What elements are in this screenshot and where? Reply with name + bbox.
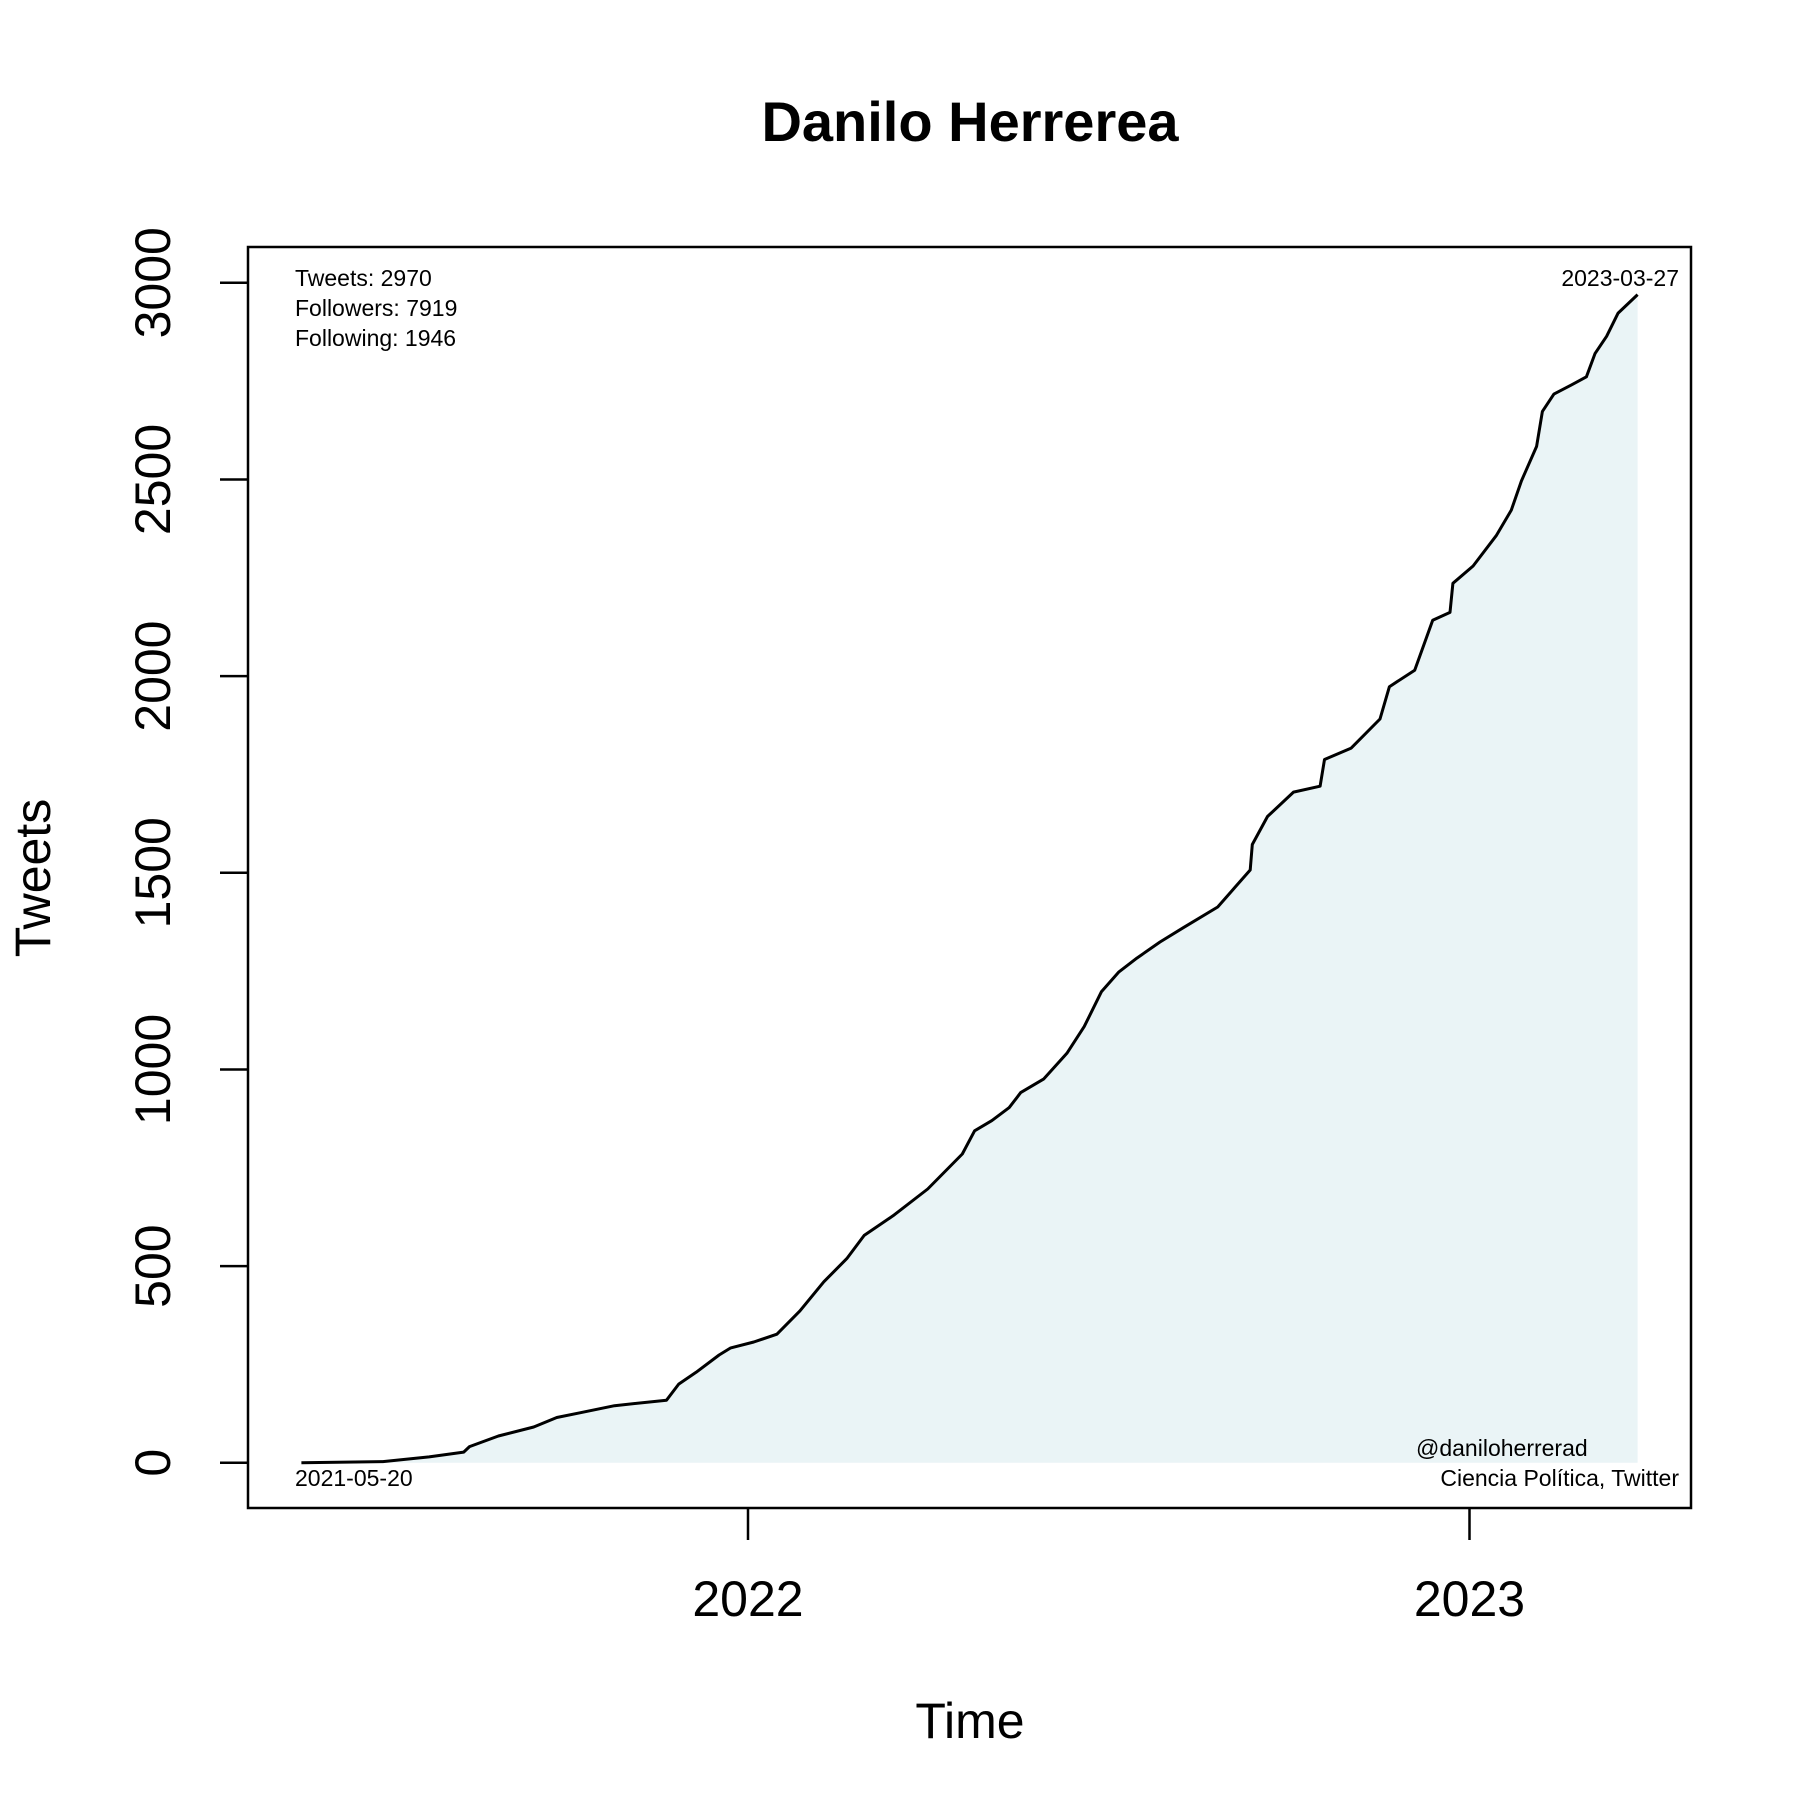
- line: [301, 293, 1639, 1465]
- stat-annotation: Followers: 7919: [295, 295, 457, 321]
- y-tick-label: 3000: [125, 227, 181, 338]
- start-date: 2021-05-20: [295, 1465, 413, 1491]
- y-tick-label: 2500: [125, 424, 181, 535]
- chart-title: Danilo Herrerea: [761, 90, 1179, 153]
- y-tick-label: 500: [125, 1224, 181, 1307]
- x-axis-label: Time: [915, 1693, 1024, 1749]
- stat-annotation: Tweets: 2970: [295, 265, 432, 291]
- stat-annotation: Following: 1946: [295, 325, 456, 351]
- y-tick-label: 1500: [125, 817, 181, 928]
- credit: @daniloherrerad: [1416, 1435, 1588, 1461]
- credit: Ciencia Política, Twitter: [1440, 1465, 1679, 1491]
- y-tick-label: 1000: [125, 1014, 181, 1125]
- y-tick-label: 0: [125, 1449, 181, 1477]
- area-fill: [301, 294, 1638, 1463]
- y-axis-label: Tweets: [5, 799, 61, 957]
- x-tick-label: 2023: [1414, 1571, 1525, 1627]
- end-date: 2023-03-27: [1561, 265, 1679, 291]
- x-tick-label: 2022: [692, 1571, 803, 1627]
- y-tick-label: 2000: [125, 621, 181, 732]
- plot-frame: [246, 245, 1693, 1510]
